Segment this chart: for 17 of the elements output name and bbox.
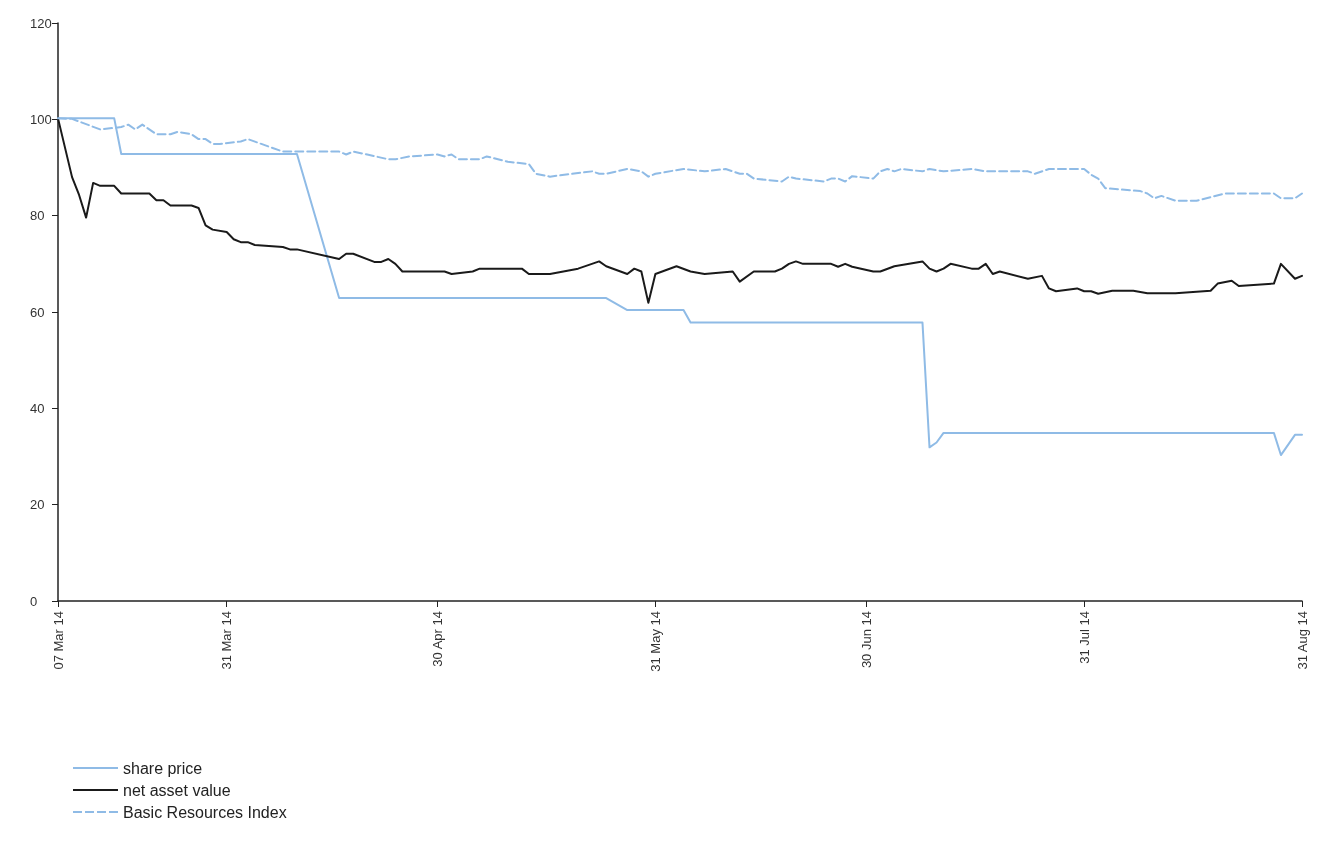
x-tick-label: 31 Jul 14 (1076, 611, 1092, 664)
y-tick-label: 100 (30, 111, 52, 127)
y-tick-label: 120 (30, 15, 52, 31)
x-tick-label: 30 Jun 14 (858, 611, 874, 669)
x-tick-label: 30 Apr 14 (430, 611, 446, 667)
x-tick-label: 07 Mar 14 (50, 611, 66, 670)
y-tick-label: 20 (30, 497, 45, 513)
y-tick-label: 0 (30, 593, 38, 609)
y-tick-label: 60 (30, 304, 45, 320)
y-tick-label: 80 (30, 208, 45, 224)
x-tick-label: 31 May 14 (647, 611, 663, 672)
legend-label: Basic Resources Index (123, 803, 287, 821)
x-tick-label: 31 Mar 14 (219, 611, 235, 670)
y-tick-label: 40 (30, 400, 45, 416)
legend-label: share price (123, 759, 203, 777)
x-tick-label: 31 Aug 14 (1294, 611, 1310, 670)
legend-label: net asset value (123, 781, 231, 799)
